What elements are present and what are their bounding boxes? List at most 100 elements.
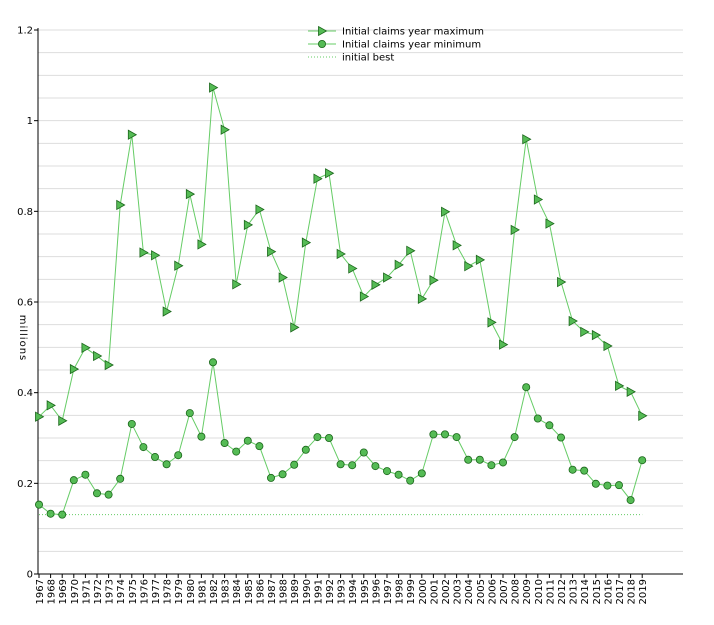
x-tick-label: 1981 xyxy=(197,579,208,604)
circle-marker xyxy=(359,448,368,457)
triangle-marker xyxy=(325,168,335,179)
series-initial-claims-year-maximum xyxy=(35,82,648,426)
triangle-marker xyxy=(243,219,254,231)
x-tick-label: 2010 xyxy=(534,579,545,604)
x-tick-label: 2008 xyxy=(511,579,522,604)
triangle-marker xyxy=(359,291,370,302)
circle-marker xyxy=(35,500,44,509)
triangle-marker xyxy=(580,326,590,338)
x-tick-label: 1980 xyxy=(186,579,197,604)
triangle-marker xyxy=(69,363,80,375)
series-initial-claims-year-minimum xyxy=(35,358,647,519)
triangle-marker xyxy=(487,317,497,328)
triangle-marker xyxy=(603,340,613,352)
triangle-marker xyxy=(568,315,578,327)
circle-marker xyxy=(313,433,322,442)
triangle-marker xyxy=(318,25,328,37)
circle-marker xyxy=(638,456,647,465)
x-tick-label: 1983 xyxy=(221,579,232,604)
circle-marker xyxy=(591,479,600,488)
x-tick-label: 2015 xyxy=(592,579,603,604)
triangle-marker xyxy=(383,272,393,283)
triangle-marker xyxy=(638,410,648,421)
triangle-marker xyxy=(348,263,358,274)
legend-label: Initial claims year maximum xyxy=(342,27,484,38)
x-tick-label: 2014 xyxy=(580,579,591,604)
axes xyxy=(34,28,683,578)
triangle-marker xyxy=(220,124,230,135)
triangle-marker xyxy=(162,306,172,317)
circle-marker xyxy=(557,433,566,442)
circle-marker xyxy=(197,432,206,441)
circle-marker xyxy=(127,419,136,428)
x-tick-label: 2012 xyxy=(557,579,568,604)
legend: Initial claims year maximum Initial claim… xyxy=(308,25,484,64)
triangle-marker xyxy=(278,272,288,283)
x-tick-label: 1994 xyxy=(348,579,359,604)
legend-label: initial best xyxy=(342,53,394,64)
circle-marker xyxy=(266,473,275,482)
triangle-marker xyxy=(127,129,138,140)
triangle-marker xyxy=(174,260,184,271)
circle-marker xyxy=(255,442,264,451)
triangle-marker xyxy=(116,199,126,211)
circle-marker xyxy=(510,433,519,442)
circle-marker xyxy=(243,436,252,445)
circle-marker xyxy=(498,458,507,467)
x-tick-label: 2016 xyxy=(603,579,614,604)
x-tick-label: 2009 xyxy=(522,579,533,604)
x-tick-label: 1985 xyxy=(244,579,255,604)
circle-marker xyxy=(220,438,229,447)
triangle-marker xyxy=(93,350,103,362)
x-tick-label: 1978 xyxy=(163,579,174,604)
circle-marker xyxy=(174,451,183,460)
circle-marker xyxy=(626,496,635,505)
x-tick-label: 2002 xyxy=(441,579,452,604)
x-tick-label: 1998 xyxy=(395,579,406,604)
circle-marker xyxy=(69,476,78,485)
triangle-marker xyxy=(475,254,486,266)
circle-marker xyxy=(46,509,55,518)
circle-marker xyxy=(81,470,90,479)
y-tick-label: 0.8 xyxy=(17,207,33,218)
circle-marker xyxy=(185,409,194,418)
legend-label: Initial claims year minimum xyxy=(342,40,481,51)
x-tick-label: 2007 xyxy=(499,579,510,604)
triangle-marker xyxy=(429,275,439,286)
triangle-marker xyxy=(441,206,451,217)
triangle-marker xyxy=(545,218,555,229)
circle-marker xyxy=(475,455,484,464)
x-tick-label: 1982 xyxy=(209,579,220,604)
x-tick-label: 2005 xyxy=(476,579,487,604)
triangle-marker xyxy=(464,261,474,272)
x-tick-label: 1993 xyxy=(337,579,348,604)
triangle-marker xyxy=(522,134,532,145)
y-tick-label: 0.6 xyxy=(17,298,33,309)
triangle-marker xyxy=(371,279,381,290)
x-tick-label: 1967 xyxy=(35,579,46,604)
circle-marker xyxy=(394,470,403,479)
x-tick-label: 1989 xyxy=(290,579,301,604)
legend-item: Initial claims year minimum xyxy=(308,40,481,51)
circle-marker xyxy=(406,476,415,485)
triangle-marker xyxy=(104,359,114,371)
triangle-marker xyxy=(510,224,520,236)
data-series xyxy=(35,82,648,519)
triangle-marker xyxy=(81,342,91,353)
triangle-marker xyxy=(301,237,312,248)
triangle-marker xyxy=(417,293,428,305)
triangle-marker xyxy=(46,400,56,411)
legend-item: Initial claims year maximum xyxy=(308,25,484,38)
y-tick-label: 0 xyxy=(27,570,33,581)
y-tick-label: 1 xyxy=(27,116,33,127)
x-tick-label: 2006 xyxy=(487,579,498,604)
circle-marker xyxy=(615,481,624,490)
x-tick-label: 1995 xyxy=(360,579,371,604)
circle-marker xyxy=(371,462,380,471)
x-tick-label: 1968 xyxy=(47,579,58,604)
x-tick-label: 1975 xyxy=(128,579,139,604)
x-tick-label: 2011 xyxy=(545,579,556,604)
x-tick-label: 1969 xyxy=(58,579,69,604)
x-tick-label: 1988 xyxy=(279,579,290,604)
circle-marker xyxy=(487,461,496,470)
